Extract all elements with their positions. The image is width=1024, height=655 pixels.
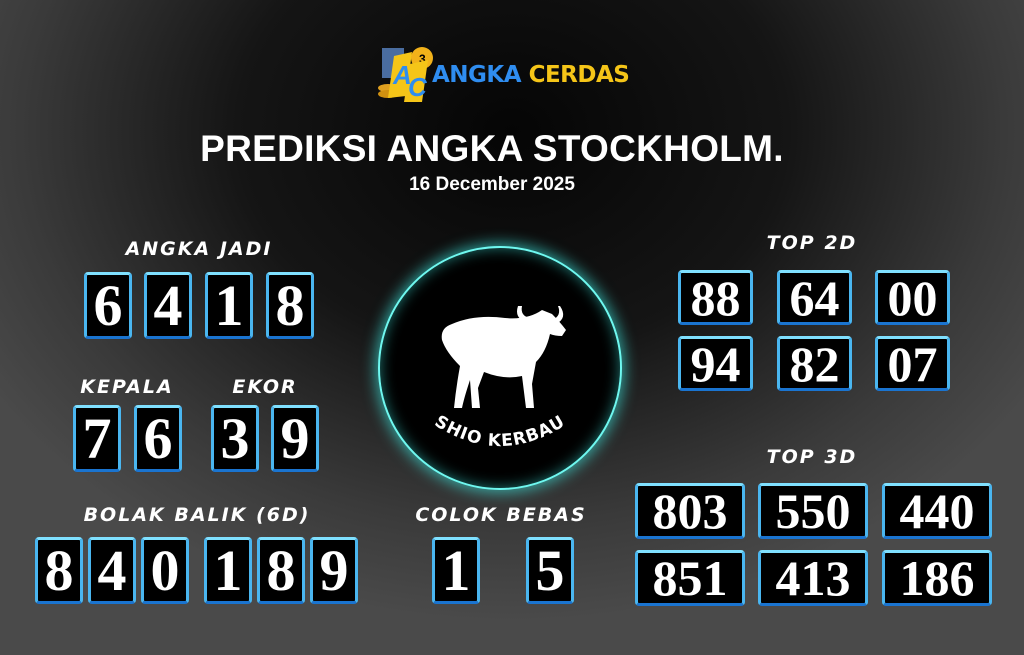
top2d-value: 88 xyxy=(678,270,753,325)
bolak-balik-digit: 8 xyxy=(35,537,83,604)
top2d-value: 07 xyxy=(875,336,950,391)
colok-bebas-label: COLOK BEBAS xyxy=(415,504,587,526)
logo-text: ANGKA CERDAS xyxy=(432,62,630,88)
kepala-label: KEPALA xyxy=(80,376,174,398)
shio-badge: SHIO KERBAU xyxy=(378,246,622,490)
kepala-digit: 7 xyxy=(73,405,121,472)
colok-bebas-digit: 1 xyxy=(432,537,480,604)
top2d-value: 94 xyxy=(678,336,753,391)
page-title: PREDIKSI ANGKA STOCKHOLM. xyxy=(200,128,784,169)
logo-word-cerdas: CERDAS xyxy=(528,62,630,88)
colok-bebas-digit: 5 xyxy=(526,537,574,604)
top3d-value: 851 xyxy=(635,550,745,606)
top3d-value: 550 xyxy=(758,483,868,539)
bolak-balik-digit: 9 xyxy=(310,537,358,604)
logo-badge-icon: 3 A C xyxy=(378,47,433,102)
top3d-value: 803 xyxy=(635,483,745,539)
ekor-label: EKOR xyxy=(232,376,298,398)
ekor-digit: 9 xyxy=(271,405,319,472)
svg-text:C: C xyxy=(408,72,428,102)
top2d-value: 00 xyxy=(875,270,950,325)
shio-label: SHIO KERBAU xyxy=(431,412,569,452)
angka-jadi-label: ANGKA JADI xyxy=(125,238,273,260)
logo-word-angka: ANGKA xyxy=(432,62,522,88)
bolak-balik-digit: 1 xyxy=(204,537,252,604)
top3d-label: TOP 3D xyxy=(766,446,858,468)
bolak-balik-digit: 4 xyxy=(88,537,136,604)
top2d-value: 82 xyxy=(777,336,852,391)
svg-text:3: 3 xyxy=(419,52,426,66)
kepala-digit: 6 xyxy=(134,405,182,472)
logo: 3 A C xyxy=(376,44,606,104)
bolak-balik-label: BOLAK BALIK (6D) xyxy=(83,504,311,526)
top2d-value: 64 xyxy=(777,270,852,325)
angka-jadi-digit: 6 xyxy=(84,272,132,339)
buffalo-icon xyxy=(441,306,566,408)
ekor-digit: 3 xyxy=(211,405,259,472)
top3d-value: 413 xyxy=(758,550,868,606)
svg-text:A: A xyxy=(392,60,412,90)
top3d-value: 440 xyxy=(882,483,992,539)
angka-jadi-digit: 4 xyxy=(144,272,192,339)
angka-jadi-digit: 1 xyxy=(205,272,253,339)
angka-jadi-digit: 8 xyxy=(266,272,314,339)
bolak-balik-digit: 0 xyxy=(141,537,189,604)
top2d-label: TOP 2D xyxy=(766,232,858,254)
bolak-balik-digit: 8 xyxy=(257,537,305,604)
top3d-value: 186 xyxy=(882,550,992,606)
date: 16 December 2025 xyxy=(409,174,575,195)
